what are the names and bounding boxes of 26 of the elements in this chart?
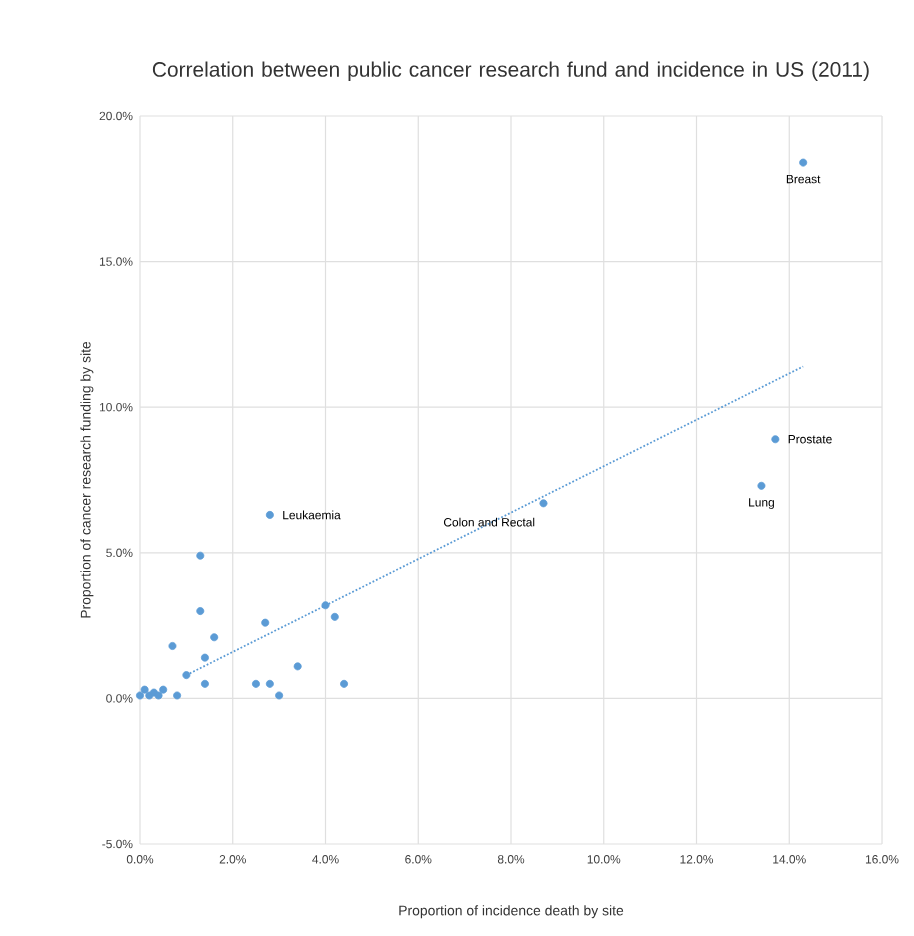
point [196,607,205,616]
point [771,435,780,444]
point [173,691,182,700]
point [210,633,219,642]
point [321,601,330,610]
point [265,510,274,519]
chart-title: Correlation between public cancer research fund and incidence in US (2011) [152,61,869,81]
point [154,691,163,700]
point [330,612,339,621]
point [265,679,274,688]
point [261,618,270,627]
point [140,685,149,694]
point [200,653,209,662]
point [200,679,209,688]
point [251,679,260,688]
point [275,691,284,700]
point [799,158,808,167]
point [159,685,168,694]
point [757,481,766,490]
point [196,551,205,560]
point [293,662,302,671]
point [182,671,191,680]
point [539,499,548,508]
point [168,642,177,650]
point [340,679,349,688]
point [136,691,144,700]
